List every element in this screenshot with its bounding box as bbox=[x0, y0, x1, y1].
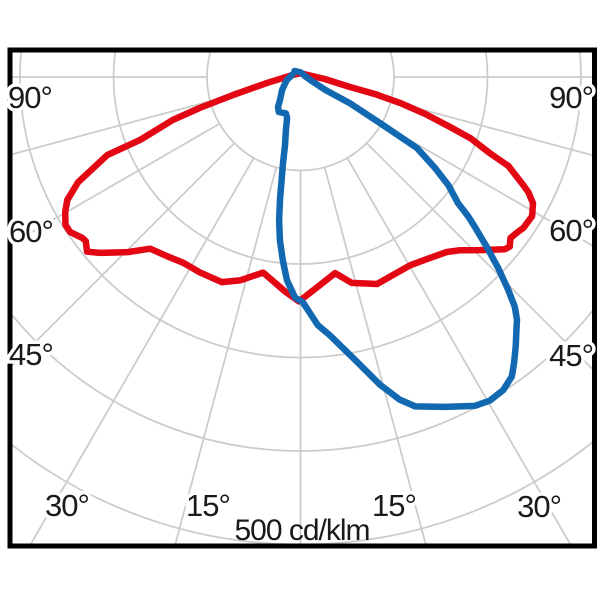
angle-label-left-30: 30° bbox=[45, 488, 89, 523]
angle-label-right-30: 30° bbox=[517, 489, 561, 524]
angle-label-right-45: 45° bbox=[549, 338, 593, 373]
grid-ray-75deg bbox=[390, 100, 592, 157]
grid-ray-15deg bbox=[323, 167, 427, 544]
grid-ray-60deg bbox=[381, 122, 592, 247]
grid-ray--30deg bbox=[30, 157, 255, 544]
angle-label-left-60: 60° bbox=[9, 214, 53, 249]
blue-curve bbox=[274, 67, 521, 411]
angle-label-bottom-15: 15° bbox=[372, 488, 416, 523]
grid-ray--15deg bbox=[174, 167, 278, 544]
grid-ring-100 bbox=[206, 52, 395, 172]
grid-ray-45deg bbox=[365, 142, 592, 370]
angle-label-left-45: 45° bbox=[9, 337, 53, 372]
grid-ray-30deg bbox=[346, 157, 571, 544]
angle-label-right-90: 90° bbox=[549, 80, 593, 115]
scale-label: 500 cd/klm bbox=[234, 514, 370, 547]
angle-label-bottom-15: 15° bbox=[186, 488, 230, 523]
angle-label-right-60: 60° bbox=[549, 213, 593, 248]
chart-frame bbox=[7, 47, 597, 549]
grid-ray--75deg bbox=[12, 100, 211, 156]
grid-ray--60deg bbox=[12, 122, 220, 245]
grid-ray--45deg bbox=[12, 142, 236, 367]
red-curve bbox=[61, 70, 537, 305]
angle-label-left-90: 90° bbox=[8, 80, 52, 115]
